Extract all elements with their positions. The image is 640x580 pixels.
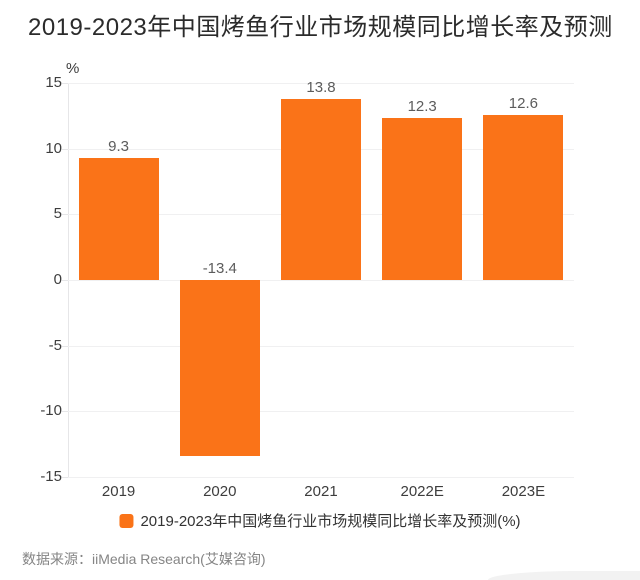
- y-axis-tick: [62, 148, 68, 150]
- x-tick-label: 2020: [203, 483, 237, 500]
- y-axis-tick: [62, 411, 68, 413]
- legend: 2019-2023年中国烤鱼行业市场规模同比增长率及预测(%): [119, 510, 521, 531]
- source-note: 数据来源：iiMedia Research(艾媒咨询): [22, 551, 266, 567]
- y-axis-tick: [62, 214, 68, 216]
- x-tick-label: 2019: [101, 483, 136, 500]
- gridline: [68, 477, 574, 478]
- plot-area: 9.3 -13.4 13.8 12.3 12.6: [62, 79, 574, 478]
- legend-label: 2019-2023年中国烤鱼行业市场规模同比增长率及预测(%): [140, 513, 521, 530]
- bar-2020: [179, 280, 260, 456]
- legend-marker-swatch: [119, 513, 134, 528]
- bar-2023E: [483, 114, 564, 280]
- bar-value-label: 9.3: [108, 137, 130, 155]
- chart-title: 2019-2023年中国烤鱼行业市场规模同比增长率及预测: [28, 14, 613, 41]
- bar-value-label: 12.3: [407, 98, 437, 116]
- y-axis-tick: [62, 83, 68, 84]
- y-axis-unit-label: %: [66, 60, 80, 77]
- y-axis-tick: [62, 345, 68, 347]
- bar-value-label: -13.4: [202, 260, 237, 277]
- bar-2022E: [382, 118, 463, 280]
- gridline: [68, 345, 574, 347]
- y-axis-tick: [62, 477, 68, 478]
- y-tick-label: 15: [45, 74, 62, 91]
- x-tick-label: 2021: [304, 483, 338, 500]
- gridline: [68, 83, 574, 84]
- y-tick-label: 5: [53, 205, 62, 223]
- y-tick-label: -15: [40, 468, 62, 485]
- decorative-corner-shape: [488, 571, 640, 580]
- y-tick-label: 0: [53, 271, 62, 288]
- y-tick-label: 10: [45, 139, 62, 157]
- bar-value-label: 12.6: [508, 94, 538, 112]
- bar-2021: [281, 98, 361, 280]
- bar-value-label: 13.8: [306, 78, 336, 96]
- x-tick-label: 2022E: [400, 483, 444, 500]
- y-tick-label: -5: [48, 336, 62, 354]
- y-tick-label: -10: [40, 402, 62, 420]
- y-axis-tick: [62, 280, 68, 281]
- gridline: [68, 411, 574, 413]
- bar-2019: [78, 157, 159, 280]
- gridline: [68, 280, 574, 281]
- x-tick-label: 2023E: [501, 483, 546, 500]
